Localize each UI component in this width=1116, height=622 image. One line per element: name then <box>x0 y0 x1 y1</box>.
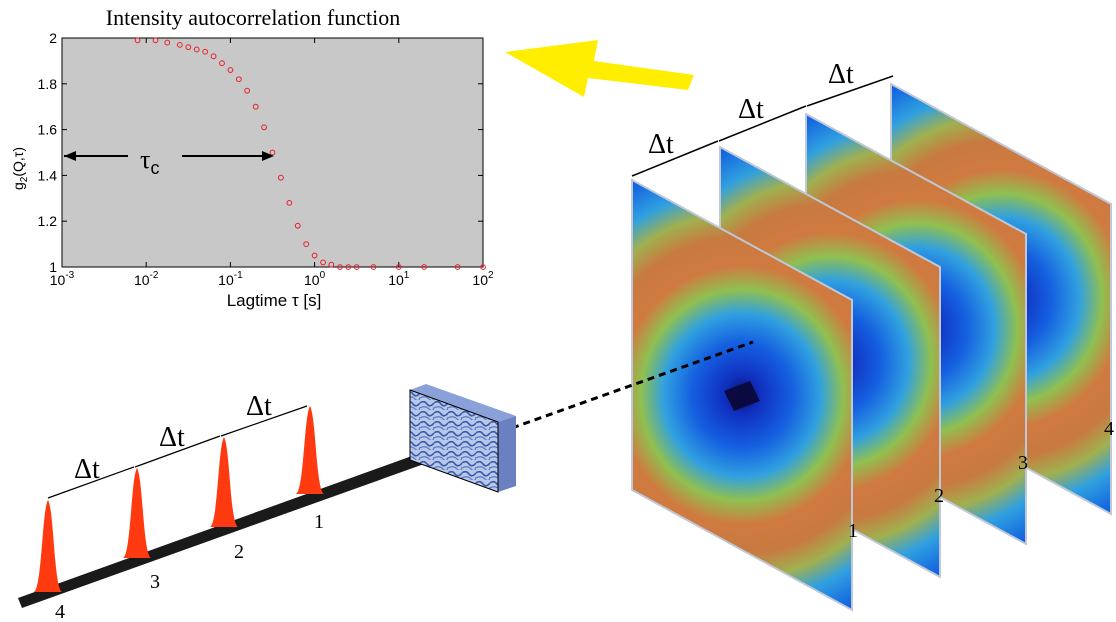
y-tick-label: 1 <box>49 259 57 275</box>
data-point <box>269 149 276 156</box>
beamstop <box>724 381 760 411</box>
autocorrelation-chart: Intensity autocorrelation function 11.21… <box>10 5 494 310</box>
frame-label-4: 4 <box>1104 418 1114 440</box>
xray-pulse <box>123 468 151 558</box>
data-point <box>286 199 293 206</box>
frame-labels: 1 2 3 4 <box>848 418 1114 542</box>
x-tick-label: 101 <box>388 270 410 288</box>
pulse-label-3: 3 <box>150 571 160 593</box>
frame-label-3: 3 <box>1018 452 1028 474</box>
frame-label-2: 2 <box>934 485 944 507</box>
data-point <box>261 124 267 131</box>
data-point <box>244 87 251 94</box>
pulse-interval-markers: Δt Δt Δt <box>47 391 308 499</box>
xray-pulse <box>210 437 238 527</box>
data-point <box>320 259 326 266</box>
data-point <box>311 252 318 259</box>
pulse-delta-2: Δt <box>159 422 185 453</box>
data-point <box>345 264 352 270</box>
data-point <box>480 264 486 270</box>
data-point <box>454 264 461 270</box>
data-point <box>303 241 310 248</box>
data-point <box>337 264 343 270</box>
data-point <box>227 67 234 73</box>
data-point <box>164 39 171 46</box>
data-point <box>235 76 242 83</box>
frame-delta-2: Δt <box>738 94 764 125</box>
y-tick-label: 1.6 <box>38 122 58 138</box>
x-tick-label: 10-1 <box>218 270 243 288</box>
data-point <box>278 174 284 181</box>
xray-pulse <box>296 406 324 494</box>
data-point <box>185 44 192 51</box>
data-point <box>176 41 183 48</box>
xray-pulses <box>34 406 324 592</box>
y-tick-labels: 1 1.2 1.4 1.6 1.8 2 <box>38 30 483 275</box>
y-tick-label: 1.2 <box>38 213 58 229</box>
data-point <box>152 37 159 44</box>
data-point <box>193 46 200 53</box>
data-point <box>252 103 259 110</box>
data-point <box>294 222 301 229</box>
sample-block <box>409 384 516 493</box>
xray-pulse <box>34 500 62 592</box>
frame-delta-1: Δt <box>648 129 674 160</box>
data-point <box>370 264 377 270</box>
tau-c-arrow: τc <box>64 145 274 178</box>
data-point <box>219 60 225 67</box>
y-axis-label: g2(Q,τ) <box>10 147 30 190</box>
data-point <box>421 264 428 270</box>
x-tick-label: 100 <box>304 270 326 288</box>
data-point <box>134 37 141 44</box>
data-point <box>395 264 402 270</box>
x-tick-labels: 10-3 10-2 10-1 100 101 102 <box>50 38 494 288</box>
yellow-arrow <box>505 40 694 97</box>
data-point <box>328 261 335 268</box>
pulse-label-1: 1 <box>314 511 324 533</box>
x-tick-label: 10-3 <box>50 270 75 288</box>
data-point <box>353 264 360 270</box>
pulse-labels: 1 2 3 4 <box>55 511 324 622</box>
scattered-beam <box>511 340 754 430</box>
x-tick-label: 10-2 <box>134 270 159 288</box>
detector-frames <box>631 82 1112 612</box>
data-markers <box>134 37 486 270</box>
chart-title: Intensity autocorrelation function <box>106 5 400 30</box>
frame-label-1: 1 <box>848 520 858 542</box>
frame-interval-markers: Δt Δt Δt <box>631 59 894 177</box>
tau-c-label: τc <box>140 145 159 178</box>
pulse-delta-3: Δt <box>246 391 272 422</box>
x-axis-label: Lagtime τ [s] <box>227 291 322 310</box>
data-point <box>202 48 209 55</box>
pulse-label-4: 4 <box>55 601 65 622</box>
plot-area <box>61 37 484 268</box>
frame-delta-3: Δt <box>828 59 854 90</box>
y-tick-label: 2 <box>49 30 57 46</box>
pulse-label-2: 2 <box>234 541 244 563</box>
x-tick-label: 102 <box>472 270 494 288</box>
y-tick-label: 1.8 <box>38 76 58 92</box>
y-tick-label: 1.4 <box>38 167 58 183</box>
data-point <box>210 53 217 60</box>
pulse-delta-1: Δt <box>74 454 100 485</box>
